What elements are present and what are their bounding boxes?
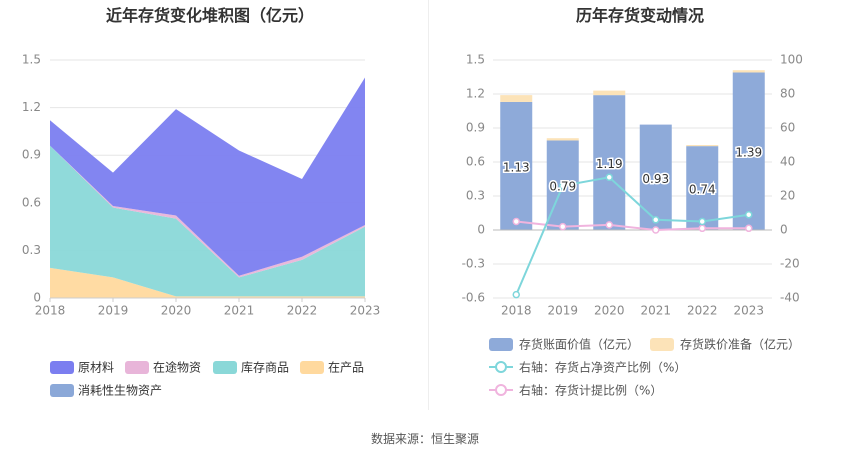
divider bbox=[428, 0, 429, 410]
bar-book-value bbox=[593, 95, 626, 230]
bar-data-label: 1.13 bbox=[503, 160, 530, 174]
legend-label-在途物资: 在途物资 bbox=[153, 360, 201, 375]
legend-swatch-存货账面价值（亿元） bbox=[489, 338, 513, 351]
left-y-tick-label: 0 bbox=[33, 291, 41, 305]
right-x-tick-label: 2020 bbox=[594, 304, 625, 318]
net-asset-ratio-point bbox=[652, 216, 660, 224]
net-asset-ratio-line bbox=[515, 176, 749, 295]
bar-impairment bbox=[732, 70, 765, 73]
right-x-tick-label: 2018 bbox=[501, 304, 532, 318]
left-y-tick-label: 0.3 bbox=[22, 243, 41, 257]
bar-book-value bbox=[500, 101, 533, 230]
area-series-在产品 bbox=[50, 267, 365, 298]
bar-book-value bbox=[639, 124, 672, 230]
right-y2-tick-label: 40 bbox=[780, 155, 795, 169]
left-chart-title: 近年存货变化堆积图（亿元） bbox=[105, 6, 314, 25]
legend-swatch-原材料 bbox=[50, 361, 74, 374]
legend-label-原材料: 原材料 bbox=[78, 361, 114, 375]
right-y2-tick-label: -20 bbox=[780, 257, 800, 271]
provision-ratio-point bbox=[605, 221, 613, 229]
left-y-tick-label: 0.6 bbox=[22, 195, 41, 209]
left-x-tick-label: 2018 bbox=[35, 304, 66, 318]
left-x-tick-label: 2019 bbox=[98, 304, 129, 318]
right-chart-title: 历年存货变动情况 bbox=[575, 6, 704, 25]
legend-label-在产品: 在产品 bbox=[328, 361, 364, 375]
provision-ratio-point bbox=[559, 222, 567, 231]
right-y-tick-label: 0.6 bbox=[466, 155, 485, 169]
right-y-tick-label: 0.9 bbox=[466, 121, 485, 135]
bar-impairment bbox=[500, 95, 533, 102]
legend-label-右轴：存货占净资产比例（%）: 右轴：存货占净资产比例（%） bbox=[519, 360, 686, 375]
right-y2-tick-label: 100 bbox=[780, 53, 803, 67]
provision-ratio-point bbox=[745, 224, 753, 233]
right-y2-tick-label: -40 bbox=[780, 291, 800, 305]
provision-ratio-point bbox=[698, 224, 706, 233]
legend-swatch-在途物资 bbox=[125, 361, 149, 374]
provision-ratio-line bbox=[516, 220, 749, 232]
bar-book-value bbox=[686, 146, 719, 230]
legend-label-存货账面价值（亿元）: 存货账面价值（亿元） bbox=[519, 337, 639, 352]
left-y-tick-label: 1.5 bbox=[22, 53, 41, 67]
area-series-原材料 bbox=[50, 77, 365, 276]
bar-data-label: 0.93 bbox=[642, 172, 669, 186]
legend-label-存货跌价准备（亿元）: 存货跌价准备（亿元） bbox=[680, 337, 800, 352]
right-x-tick-label: 2022 bbox=[687, 304, 718, 318]
bar-impairment bbox=[686, 145, 719, 147]
bar-data-label: 0.74 bbox=[689, 183, 716, 197]
legend-marker-右轴：存货占净资产比例（%） bbox=[495, 361, 507, 373]
right-y2-tick-label: 60 bbox=[780, 121, 795, 135]
data-source: 数据来源：恒生聚源 bbox=[370, 432, 479, 446]
bar-book-value bbox=[732, 72, 765, 230]
net-asset-ratio-point bbox=[512, 290, 520, 299]
left-y-tick-label: 1.2 bbox=[22, 100, 41, 114]
right-y-tick-label: -0.6 bbox=[462, 291, 485, 305]
provision-ratio-point bbox=[512, 217, 520, 226]
area-series-库存商品 bbox=[50, 145, 365, 297]
right-x-tick-label: 2019 bbox=[547, 304, 578, 318]
legend-swatch-存货跌价准备（亿元） bbox=[650, 338, 674, 351]
legend-swatch-消耗性生物资产 bbox=[50, 384, 74, 397]
left-x-tick-label: 2020 bbox=[161, 304, 192, 318]
legend-swatch-库存商品 bbox=[213, 361, 237, 374]
net-asset-ratio-point bbox=[745, 210, 753, 219]
right-y-tick-label: 0.3 bbox=[466, 189, 485, 203]
bar-impairment bbox=[593, 90, 626, 96]
bar-data-label: 1.19 bbox=[596, 157, 623, 171]
net-asset-ratio-point bbox=[605, 173, 613, 182]
left-x-tick-label: 2022 bbox=[287, 304, 318, 318]
right-x-tick-label: 2023 bbox=[733, 304, 764, 318]
right-y2-tick-label: 20 bbox=[780, 189, 795, 203]
right-y-tick-label: 0 bbox=[477, 223, 485, 237]
right-x-tick-label: 2021 bbox=[640, 304, 671, 318]
legend-label-右轴：存货计提比例（%）: 右轴：存货计提比例（%） bbox=[519, 383, 662, 398]
provision-ratio-point bbox=[652, 226, 660, 234]
legend-swatch-在产品 bbox=[300, 361, 324, 374]
right-y-tick-label: 1.5 bbox=[466, 53, 485, 67]
legend-label-库存商品: 库存商品 bbox=[241, 360, 289, 375]
left-x-tick-label: 2021 bbox=[224, 304, 255, 318]
right-y2-tick-label: 0 bbox=[780, 223, 788, 237]
net-asset-ratio-point bbox=[698, 217, 706, 226]
left-y-tick-label: 0.9 bbox=[22, 148, 41, 162]
left-x-tick-label: 2023 bbox=[350, 304, 381, 318]
right-y2-tick-label: 80 bbox=[780, 87, 795, 101]
right-y-tick-label: -0.3 bbox=[462, 257, 485, 271]
legend-marker-右轴：存货计提比例（%） bbox=[495, 384, 507, 396]
net-asset-ratio-point bbox=[559, 182, 567, 190]
bar-impairment bbox=[546, 138, 579, 141]
legend-label-消耗性生物资产: 消耗性生物资产 bbox=[78, 384, 162, 398]
right-y-tick-label: 1.2 bbox=[466, 87, 485, 101]
bar-data-label: 1.39 bbox=[735, 146, 762, 160]
bar-data-label: 0.79 bbox=[549, 180, 576, 194]
